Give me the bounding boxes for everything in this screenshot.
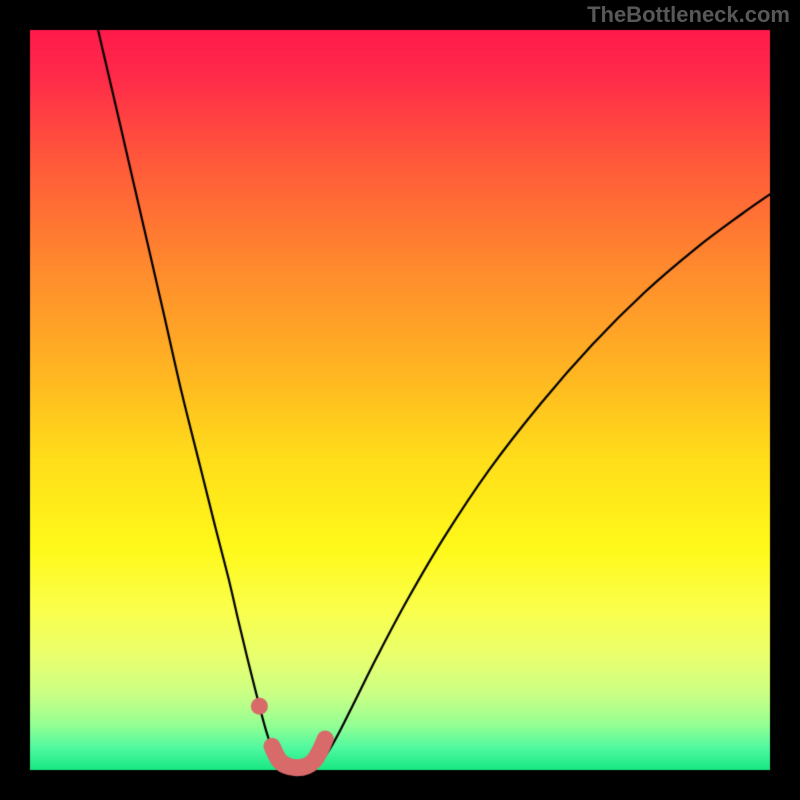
- chart-root: TheBottleneck.com: [0, 0, 800, 800]
- bottleneck-curve-canvas: [0, 0, 800, 800]
